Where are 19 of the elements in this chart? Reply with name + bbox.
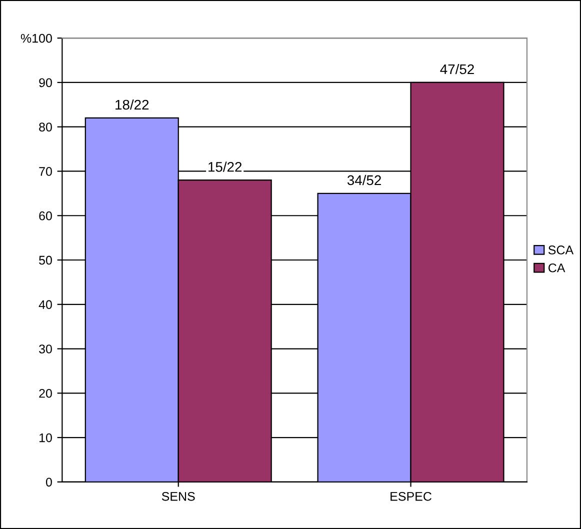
y-tick-label: 10	[39, 433, 52, 442]
data-label: 47/52	[440, 64, 474, 74]
y-tick-label: 80	[39, 122, 52, 132]
data-label: 34/52	[347, 174, 381, 186]
y-tick-label: %100	[20, 34, 52, 43]
y-tick-label: 50	[39, 256, 52, 265]
y-tick-label: 60	[39, 211, 52, 220]
legend-label: CA	[548, 263, 566, 272]
y-tick-label: 20	[39, 388, 52, 398]
data-label: 15/22	[208, 162, 242, 172]
y-tick-label: 40	[38, 300, 52, 310]
x-tick-label: ESPEC	[390, 492, 432, 501]
y-tick-label: 0	[46, 478, 52, 487]
y-tick-label: 90	[39, 78, 52, 88]
legend-label: SCA	[548, 246, 574, 254]
y-tick-label: 70	[39, 167, 52, 176]
y-tick-label: 30	[39, 344, 52, 354]
data-label: 18/22	[116, 99, 149, 110]
x-tick-label: SENS	[162, 492, 195, 501]
